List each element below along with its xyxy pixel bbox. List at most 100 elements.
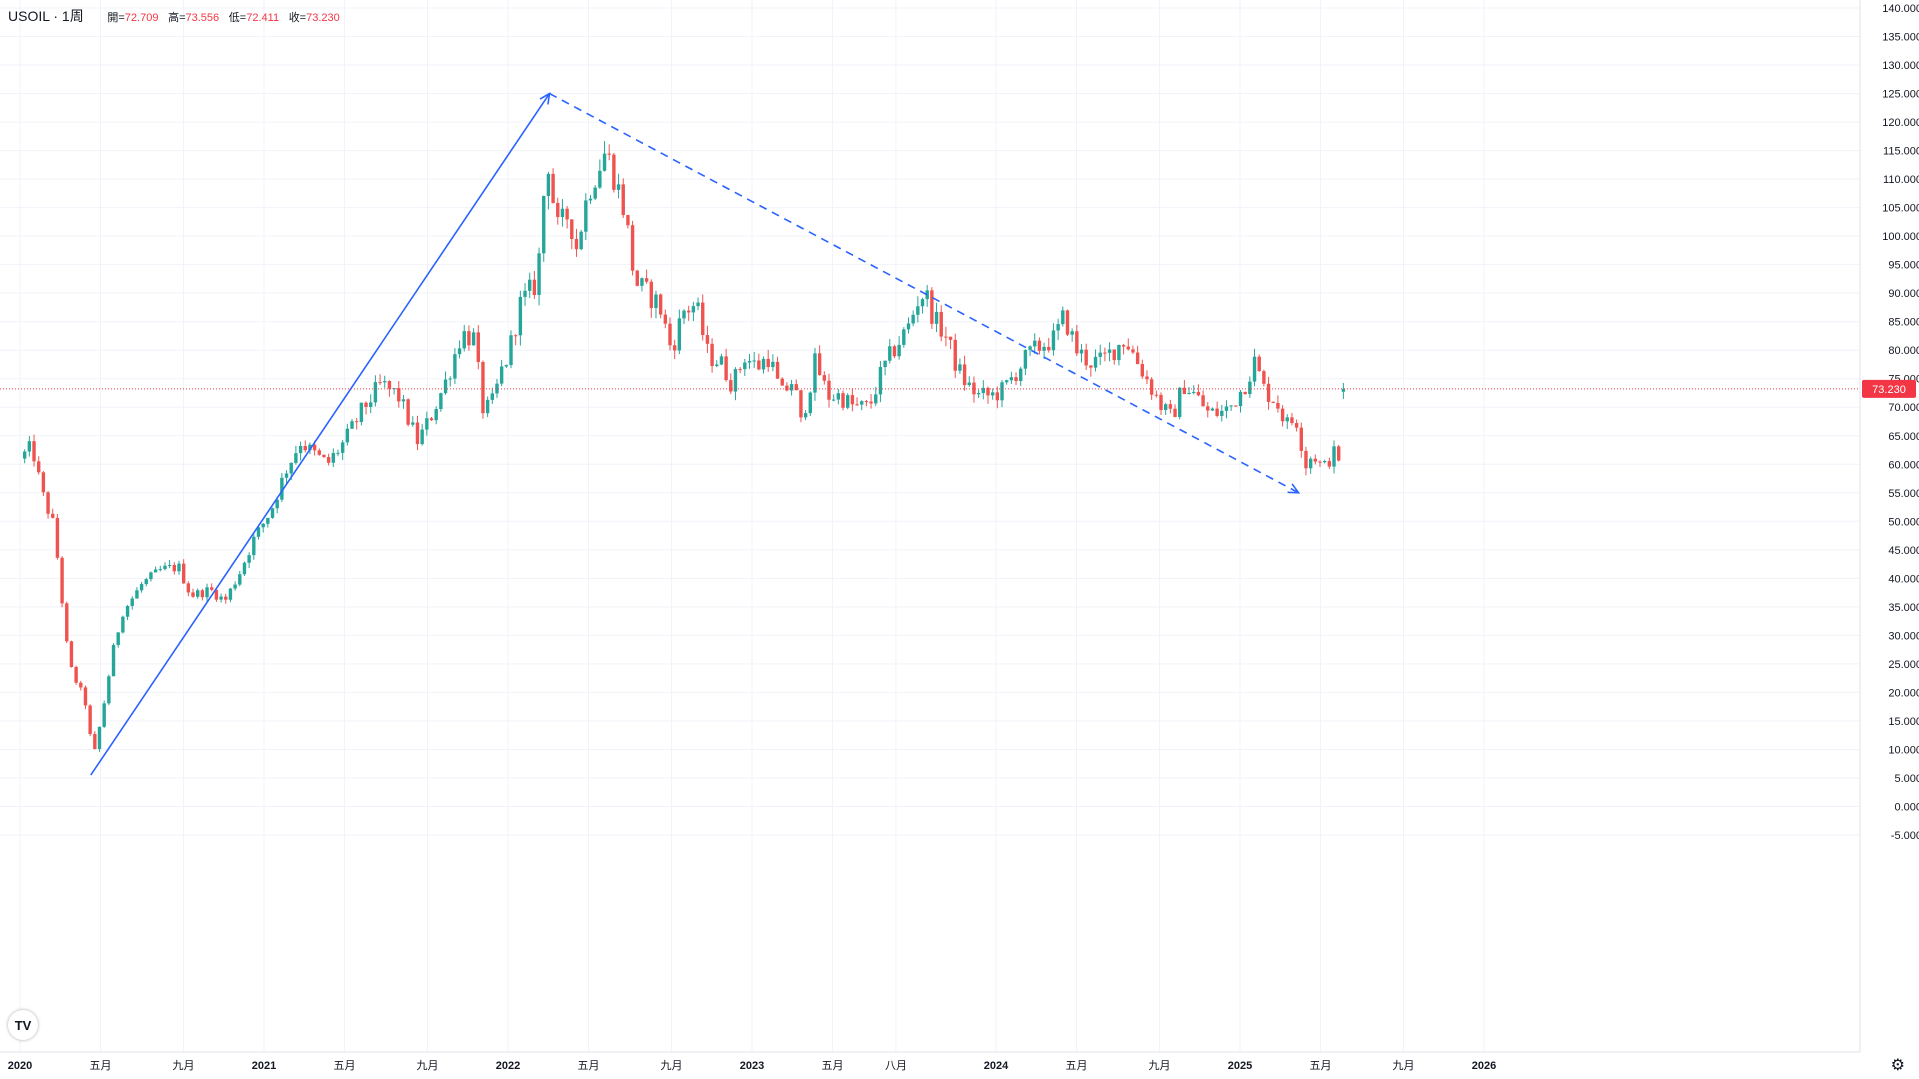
candle-body[interactable] [224, 596, 228, 600]
candle-body[interactable] [841, 393, 845, 408]
candle-body[interactable] [1210, 408, 1215, 411]
candle-body[interactable] [69, 641, 74, 668]
candle-body[interactable] [46, 492, 50, 514]
candle-body[interactable] [528, 279, 532, 291]
candle-body[interactable] [644, 278, 649, 282]
candle-body[interactable] [560, 208, 565, 218]
candle-body[interactable] [312, 444, 317, 451]
candle-body[interactable] [958, 364, 962, 371]
candle-body[interactable] [1019, 368, 1023, 382]
candle-body[interactable] [1243, 391, 1247, 395]
candle-body[interactable] [340, 442, 345, 453]
candle-body[interactable] [504, 365, 509, 367]
candle-body[interactable] [177, 563, 181, 572]
candle-body[interactable] [369, 402, 373, 407]
candle-body[interactable] [111, 644, 116, 677]
candle-body[interactable] [836, 393, 841, 400]
candle-body[interactable] [383, 381, 387, 383]
candle-body[interactable] [1009, 377, 1014, 381]
candle-body[interactable] [289, 462, 293, 474]
candle-body[interactable] [1322, 461, 1327, 463]
candle-body[interactable] [654, 294, 658, 309]
candle-body[interactable] [149, 572, 153, 580]
candle-body[interactable] [808, 392, 812, 414]
candle-body[interactable] [883, 360, 887, 368]
candle-body[interactable] [317, 450, 321, 455]
candle-body[interactable] [74, 667, 78, 683]
candle-body[interactable] [663, 314, 668, 324]
candle-body[interactable] [990, 392, 995, 396]
candle-body[interactable] [83, 687, 88, 706]
candle-body[interactable] [387, 381, 392, 389]
candle-body[interactable] [892, 346, 897, 357]
candle-body[interactable] [574, 238, 579, 250]
candle-body[interactable] [556, 202, 560, 218]
candle-body[interactable] [953, 339, 957, 371]
candle-body[interactable] [1248, 381, 1252, 395]
candle-body[interactable] [37, 461, 41, 473]
candle-body[interactable] [696, 302, 700, 307]
candle-body[interactable] [275, 499, 279, 509]
candle-body[interactable] [771, 361, 775, 368]
candle-body[interactable] [1140, 364, 1144, 377]
candle-body[interactable] [658, 294, 663, 315]
candle-body[interactable] [794, 384, 798, 391]
candle-body[interactable] [252, 536, 256, 556]
candle-body[interactable] [467, 331, 471, 346]
candle-body[interactable] [457, 348, 462, 355]
candle-body[interactable] [107, 676, 111, 704]
candle-body[interactable] [1220, 410, 1224, 416]
candle-body[interactable] [1028, 346, 1032, 350]
candle-body[interactable] [902, 329, 906, 345]
candle-body[interactable] [1341, 388, 1346, 392]
candle-body[interactable] [1149, 379, 1154, 395]
candle-body[interactable] [729, 380, 733, 392]
candle-body[interactable] [65, 603, 69, 642]
candle-body[interactable] [888, 346, 892, 361]
candle-body[interactable] [1075, 331, 1079, 354]
candle-body[interactable] [897, 344, 901, 357]
candle-body[interactable] [906, 323, 911, 330]
candle-body[interactable] [1126, 346, 1130, 350]
decline-trendline[interactable] [549, 92, 1299, 494]
candle-body[interactable] [1014, 377, 1018, 382]
candle-body[interactable] [1229, 405, 1233, 407]
candle-body[interactable] [298, 445, 303, 454]
candle-body[interactable] [411, 422, 415, 425]
candle-body[interactable] [509, 335, 513, 366]
candle-body[interactable] [747, 360, 752, 363]
candle-body[interactable] [677, 318, 682, 351]
candle-body[interactable] [855, 404, 859, 406]
candle-body[interactable] [1252, 356, 1257, 382]
candle-body[interactable] [939, 311, 943, 337]
candle-body[interactable] [462, 331, 466, 349]
candle-body[interactable] [284, 473, 289, 478]
candle-body[interactable] [920, 299, 925, 307]
candle-body[interactable] [733, 369, 738, 392]
candle-body[interactable] [425, 418, 429, 430]
candle-body[interactable] [780, 378, 784, 386]
candle-body[interactable] [719, 356, 724, 365]
candle-body[interactable] [1206, 406, 1210, 411]
candle-body[interactable] [962, 364, 967, 386]
candle-body[interactable] [308, 444, 312, 451]
candle-body[interactable] [397, 388, 401, 402]
candle-body[interactable] [1145, 376, 1149, 380]
candle-body[interactable] [406, 399, 410, 425]
candle-body[interactable] [354, 421, 359, 423]
candle-body[interactable] [1131, 349, 1135, 353]
candle-body[interactable] [967, 382, 971, 386]
candle-body[interactable] [869, 401, 873, 404]
candle-body[interactable] [1159, 394, 1163, 410]
candle-body[interactable] [205, 587, 209, 598]
candle-body[interactable] [785, 385, 789, 391]
candle-body[interactable] [874, 394, 878, 404]
candle-body[interactable] [135, 590, 139, 599]
candle-body[interactable] [789, 384, 794, 391]
candle-body[interactable] [270, 508, 275, 518]
candle-body[interactable] [752, 360, 756, 362]
candle-body[interactable] [214, 589, 219, 600]
candle-body[interactable] [817, 353, 822, 376]
candle-body[interactable] [616, 184, 621, 190]
